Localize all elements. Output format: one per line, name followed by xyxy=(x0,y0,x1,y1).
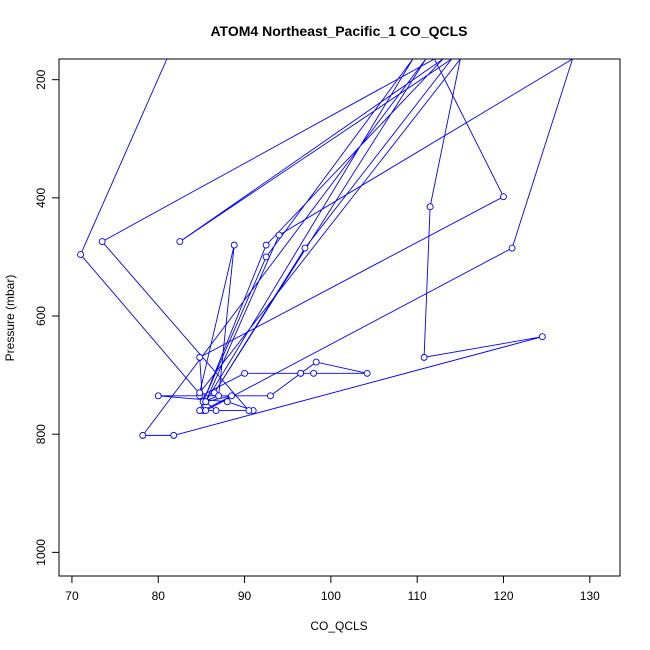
data-point-marker xyxy=(196,389,204,397)
x-tick-label: 110 xyxy=(408,589,427,603)
data-point-marker xyxy=(363,369,371,377)
x-tick-label: 120 xyxy=(493,589,513,603)
series-line xyxy=(80,59,574,436)
data-point-marker xyxy=(420,353,428,361)
x-tick-label: 80 xyxy=(152,589,166,603)
data-point-marker xyxy=(426,203,434,211)
data-point-marker xyxy=(301,244,309,252)
x-tick-label: 130 xyxy=(580,589,600,603)
x-tick-label: 90 xyxy=(238,589,252,603)
data-point-marker xyxy=(245,407,253,415)
x-axis: 70 80 90 100 110 120 130 xyxy=(65,576,600,603)
data-point-marker xyxy=(215,392,223,400)
y-axis-label: Pressure (mbar) xyxy=(3,275,17,362)
data-point-marker xyxy=(310,369,318,377)
data-point-marker xyxy=(230,241,238,249)
x-tick-label: 70 xyxy=(65,589,79,603)
data-point-marker xyxy=(170,431,178,439)
data-point-marker xyxy=(228,392,236,400)
y-tick-label: 200 xyxy=(34,69,48,89)
data-point-marker xyxy=(297,369,305,377)
x-axis-label: CO_QCLS xyxy=(310,619,367,633)
data-point-marker xyxy=(538,333,546,341)
data-point-marker xyxy=(176,238,184,246)
chart-title: ATOM4 Northeast_Pacific_1 CO_QCLS xyxy=(210,23,467,39)
marker-layer xyxy=(77,193,546,439)
y-tick-label: 800 xyxy=(34,424,48,444)
data-point-marker xyxy=(500,193,507,201)
data-point-marker xyxy=(202,398,210,406)
y-tick-label: 1000 xyxy=(34,539,48,566)
y-tick-label: 600 xyxy=(34,306,48,326)
data-point-marker xyxy=(312,358,320,366)
data-point-marker xyxy=(77,251,85,259)
y-tick-label: 400 xyxy=(34,188,48,208)
series-layer xyxy=(80,59,574,436)
plot-frame xyxy=(58,58,621,577)
data-point-marker xyxy=(262,241,270,249)
data-point-marker xyxy=(196,353,204,361)
data-point-marker xyxy=(98,238,106,246)
data-point-marker xyxy=(275,231,283,239)
data-point-marker xyxy=(241,369,249,377)
data-point-marker xyxy=(139,431,147,439)
data-point-marker xyxy=(267,392,274,400)
data-point-marker xyxy=(154,392,162,400)
data-point-marker xyxy=(212,407,220,415)
data-point-marker xyxy=(508,244,516,252)
data-point-marker xyxy=(196,407,204,415)
y-axis: 200 400 600 800 1000 xyxy=(34,69,59,566)
x-tick-label: 100 xyxy=(321,589,341,603)
data-point-marker xyxy=(223,398,231,406)
data-point-marker xyxy=(262,253,270,261)
data-point-marker xyxy=(202,407,210,415)
